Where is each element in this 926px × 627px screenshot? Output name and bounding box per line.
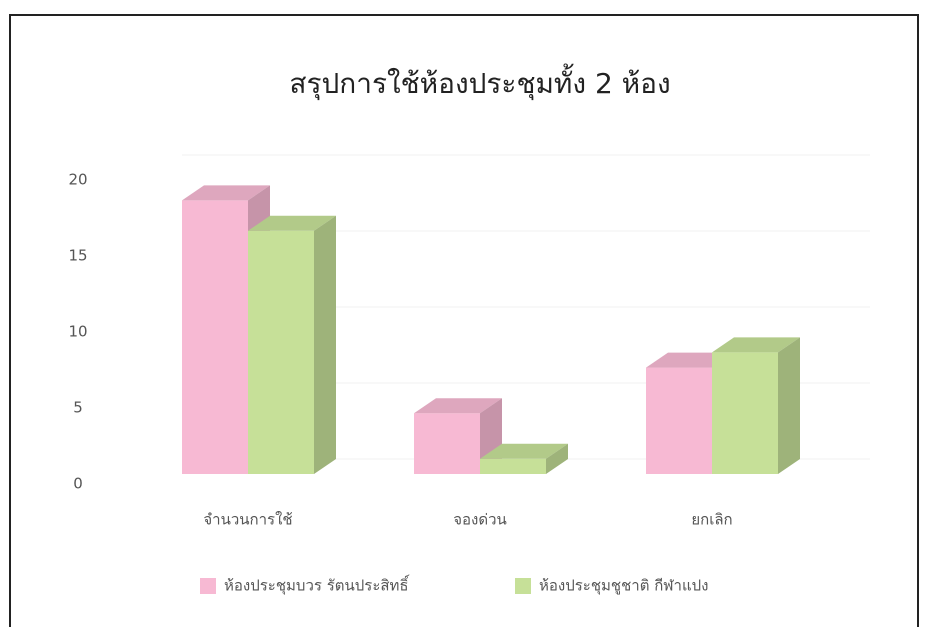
bar-top	[182, 185, 270, 201]
bar-side	[778, 337, 800, 474]
bar	[248, 230, 314, 474]
legend-swatch	[200, 578, 216, 594]
x-tick-label: จองด่วน	[453, 511, 507, 529]
bar	[646, 367, 712, 474]
legend-swatch	[515, 578, 531, 594]
bar	[480, 458, 546, 474]
y-tick-label: 0	[73, 475, 83, 493]
frame	[9, 14, 919, 627]
bar-top	[414, 398, 502, 414]
y-tick-label: 15	[68, 247, 87, 265]
x-tick-label: ยกเลิก	[691, 511, 732, 529]
x-tick-label: จำนวนการใช้	[203, 511, 292, 529]
bar	[182, 200, 248, 474]
chart-title: สรุปการใช้ห้องประชุมทั้ง 2 ห้อง	[289, 63, 670, 101]
bar-top	[712, 337, 800, 353]
legend-label: ห้องประชุมชูชาติ กีฬาแปง	[539, 577, 709, 596]
bar	[712, 352, 778, 474]
bar-top	[480, 443, 568, 459]
y-tick-label: 20	[68, 171, 87, 189]
y-tick-label: 5	[73, 399, 83, 417]
bar-side	[546, 443, 568, 474]
legend-label: ห้องประชุมบวร รัตนประสิทธิ์	[224, 575, 410, 596]
bar	[414, 413, 480, 474]
bar-top	[248, 215, 336, 231]
y-tick-label: 10	[68, 323, 87, 341]
bar-side	[314, 215, 336, 475]
